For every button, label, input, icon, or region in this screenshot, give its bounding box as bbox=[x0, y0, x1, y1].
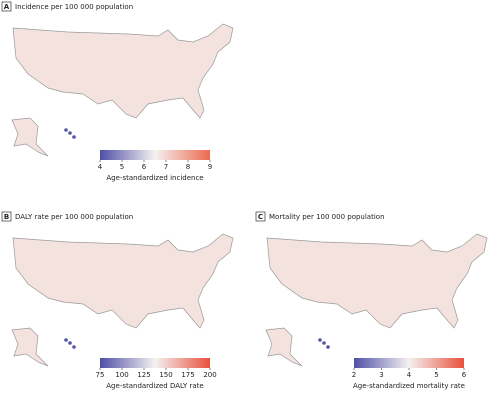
map-hawaii bbox=[68, 341, 72, 345]
colorbar-tick-label: 200 bbox=[203, 371, 216, 379]
panel-letter: B bbox=[4, 213, 9, 221]
colorbar-tick-label: 5 bbox=[434, 371, 438, 379]
panel-letter: A bbox=[4, 3, 10, 11]
map-hawaii bbox=[64, 338, 68, 342]
map-hawaii bbox=[322, 341, 326, 345]
map-hawaii bbox=[72, 345, 76, 349]
map-contiguous-us bbox=[12, 233, 234, 329]
colorbar-tick-label: 75 bbox=[96, 371, 105, 379]
map-contiguous-us bbox=[266, 233, 488, 329]
map-contiguous-us bbox=[12, 23, 234, 119]
panel: B DALY rate per 100 000 population 75 100 12… bbox=[1, 211, 234, 390]
colorbar bbox=[100, 358, 210, 368]
panel: C Mortality per 100 000 population 2 3 4 5 6 Ag… bbox=[255, 211, 488, 390]
colorbar-tick-label: 5 bbox=[120, 163, 124, 171]
panel-title: Incidence per 100 000 population bbox=[15, 3, 133, 11]
panel-title: DALY rate per 100 000 population bbox=[15, 213, 133, 221]
map-hawaii bbox=[72, 135, 76, 139]
panel-letter-box bbox=[1, 1, 12, 12]
colorbar-tick-label: 125 bbox=[137, 371, 150, 379]
colorbar-tick-label: 150 bbox=[159, 371, 172, 379]
panel: A Incidence per 100 000 population 4 5 6 7 8 9A… bbox=[1, 1, 234, 182]
colorbar-tick-label: 4 bbox=[98, 163, 103, 171]
map bbox=[11, 23, 234, 157]
panel-letter: C bbox=[258, 213, 263, 221]
panel-letter-box bbox=[1, 211, 12, 222]
colorbar-tick-label: 6 bbox=[462, 371, 467, 379]
colorbar-tick-label: 9 bbox=[208, 163, 212, 171]
map bbox=[265, 233, 488, 367]
panel-letter-box bbox=[255, 211, 266, 222]
map-alaska bbox=[11, 327, 49, 367]
colorbar-tick-label: 7 bbox=[164, 163, 168, 171]
colorbar-tick-label: 3 bbox=[379, 371, 383, 379]
colorbar-label: Age-standardized mortality rate bbox=[353, 382, 465, 390]
colorbar-tick-label: 6 bbox=[142, 163, 147, 171]
colorbar-tick-label: 4 bbox=[407, 371, 412, 379]
colorbar-tick-label: 8 bbox=[186, 163, 190, 171]
colorbar-label: Age-standardized incidence bbox=[106, 174, 203, 182]
map-hawaii bbox=[318, 338, 322, 342]
map-hawaii bbox=[64, 128, 68, 132]
map-hawaii bbox=[326, 345, 330, 349]
colorbar-label: Age-standardized DALY rate bbox=[106, 382, 203, 390]
colorbar-tick-label: 2 bbox=[352, 371, 356, 379]
colorbar bbox=[100, 150, 210, 160]
map-hawaii bbox=[68, 131, 72, 135]
colorbar bbox=[354, 358, 464, 368]
colorbar-tick-label: 100 bbox=[115, 371, 128, 379]
panel-title: Mortality per 100 000 population bbox=[269, 213, 385, 221]
map-alaska bbox=[11, 117, 49, 157]
map-alaska bbox=[265, 327, 303, 367]
colorbar-tick-label: 175 bbox=[181, 371, 194, 379]
map bbox=[11, 233, 234, 367]
